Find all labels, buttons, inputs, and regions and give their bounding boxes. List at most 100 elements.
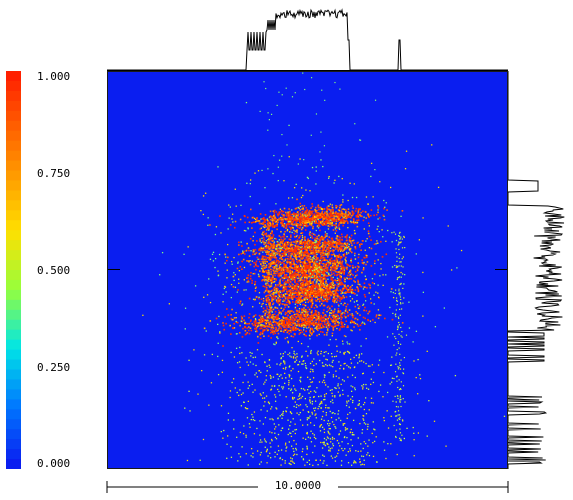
heatmap-pixel <box>322 256 324 259</box>
heatmap-pixel <box>300 308 303 310</box>
heatmap-pixel <box>281 268 284 270</box>
heatmap-pixel <box>325 293 328 296</box>
heatmap-pixel <box>317 285 319 287</box>
heatmap-pixel <box>456 267 458 269</box>
heatmap-pixel <box>337 303 340 306</box>
heatmap-pixel <box>298 293 301 296</box>
heatmap-pixel <box>310 284 313 287</box>
heatmap-pixel <box>261 257 264 259</box>
heatmap-pixel <box>350 221 353 224</box>
heatmap-pixel <box>308 233 311 235</box>
heatmap-image[interactable] <box>107 71 508 469</box>
heatmap-pixel <box>301 248 304 250</box>
heatmap-pixel <box>311 219 314 222</box>
heatmap-pixel <box>339 314 342 317</box>
heatmap-pixel <box>276 269 278 271</box>
heatmap-pixel <box>255 268 257 271</box>
heatmap-pixel <box>231 218 233 220</box>
heatmap-pixel <box>267 296 270 299</box>
heatmap-pixel <box>267 335 270 337</box>
heatmap-pixel <box>363 293 366 296</box>
heatmap-pixel <box>267 227 269 229</box>
heatmap-pixel <box>320 260 323 263</box>
heatmap-pixel <box>303 250 306 253</box>
heatmap-pixel <box>271 254 273 256</box>
heatmap-pixel <box>377 296 380 298</box>
heatmap-pixel <box>287 267 290 270</box>
heatmap-pixel <box>306 224 309 227</box>
heatmap-pixel <box>270 277 273 279</box>
heatmap-pixel <box>295 270 297 273</box>
heatmap-pixel <box>299 213 302 216</box>
heatmap-pixel <box>263 309 266 312</box>
heatmap-pixel <box>325 250 327 252</box>
heatmap-pixel <box>310 349 312 352</box>
heatmap-pixel <box>264 267 266 269</box>
heatmap-pixel <box>312 323 314 325</box>
heatmap-pixel <box>307 221 309 224</box>
heatmap-pixel <box>241 245 243 247</box>
heatmap-pixel <box>321 324 324 327</box>
heatmap-pixel <box>272 293 275 296</box>
heatmap-pixel <box>274 332 277 335</box>
heatmap-pixel <box>331 239 334 241</box>
heatmap-pixel <box>315 210 317 212</box>
heatmap-pixel <box>310 244 313 246</box>
heatmap-pixel <box>255 318 257 321</box>
heatmap-pixel <box>225 291 227 293</box>
heatmap-pixel <box>337 324 340 327</box>
heatmap-pixel <box>281 303 284 305</box>
heatmap-pixel <box>313 245 315 248</box>
heatmap-pixel <box>278 260 280 263</box>
heatmap-pixel <box>343 254 346 256</box>
heatmap-pixel <box>269 222 272 225</box>
heatmap-pixel <box>295 268 297 270</box>
heatmap-pixel <box>300 325 303 328</box>
heatmap-pixel <box>342 283 345 286</box>
heatmap-pixel <box>262 319 265 322</box>
heatmap-pixel <box>334 279 336 281</box>
heatmap-pixel <box>311 272 314 275</box>
heatmap-pixel <box>345 217 348 220</box>
heatmap-pixel <box>254 253 256 255</box>
heatmap-pixel <box>242 250 244 252</box>
heatmap-pixel <box>275 218 278 220</box>
heatmap-pixel <box>323 292 326 295</box>
heatmap-pixel <box>313 294 315 296</box>
heatmap-pixel <box>318 234 320 237</box>
heatmap-pixel <box>287 330 289 333</box>
heatmap-pixel <box>275 342 277 344</box>
heatmap-pixel <box>331 332 334 335</box>
heatmap-pixel <box>327 321 330 323</box>
heatmap-pixel <box>279 254 281 256</box>
heatmap-pixel <box>326 287 328 289</box>
heatmap-pixel <box>322 243 324 246</box>
heatmap-pixel <box>289 327 292 329</box>
heatmap-pixel <box>298 316 300 318</box>
heatmap-pixel <box>314 311 317 314</box>
heatmap-pixel <box>313 270 316 273</box>
heatmap-pixel <box>294 275 297 277</box>
heatmap-pixel <box>339 300 341 302</box>
heatmap-pixel <box>303 224 306 226</box>
heatmap-pixel <box>282 330 285 333</box>
heatmap-pixel <box>281 249 284 251</box>
heatmap-pixel <box>299 221 302 224</box>
heatmap-pixel <box>258 292 261 294</box>
heatmap-pixel <box>263 325 265 327</box>
heatmap-pixel <box>352 207 354 209</box>
heatmap-pixel <box>289 275 292 277</box>
heatmap-pixel <box>282 243 285 246</box>
heatmap-pixel <box>333 289 336 292</box>
heatmap-pixel <box>302 295 305 297</box>
heatmap-pixel <box>344 281 346 283</box>
heatmap-pixel <box>342 271 344 273</box>
heatmap-pixel <box>261 217 264 220</box>
heatmap-pixel <box>254 323 257 326</box>
heatmap-pixel <box>345 237 348 239</box>
heatmap-pixel <box>338 243 341 246</box>
heatmap-pixel <box>321 248 324 251</box>
heatmap-pixel <box>318 206 320 209</box>
heatmap-pixel <box>328 216 331 218</box>
heatmap-pixel <box>268 234 270 237</box>
